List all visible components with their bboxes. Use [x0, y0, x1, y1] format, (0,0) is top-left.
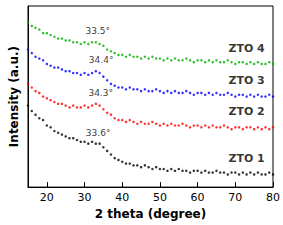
svg-text:ZTO 1: ZTO 1	[228, 152, 264, 165]
svg-text:20: 20	[40, 191, 54, 204]
svg-text:33.6°: 33.6°	[86, 128, 111, 138]
svg-text:ZTO 3: ZTO 3	[228, 74, 264, 87]
svg-text:40: 40	[115, 191, 129, 204]
svg-text:ZTO 4: ZTO 4	[228, 42, 265, 55]
svg-text:34.3°: 34.3°	[88, 88, 113, 98]
svg-text:60: 60	[191, 191, 205, 204]
svg-text:30: 30	[78, 191, 92, 204]
svg-text:33.5°: 33.5°	[85, 26, 110, 36]
svg-text:2 theta (degree): 2 theta (degree)	[95, 207, 206, 221]
svg-text:50: 50	[153, 191, 167, 204]
svg-text:80: 80	[266, 191, 280, 204]
svg-text:34.4°: 34.4°	[89, 55, 114, 65]
svg-text:70: 70	[228, 191, 242, 204]
svg-text:ZTO 2: ZTO 2	[228, 105, 264, 118]
svg-text:Intensity (a.u.): Intensity (a.u.)	[7, 46, 21, 147]
